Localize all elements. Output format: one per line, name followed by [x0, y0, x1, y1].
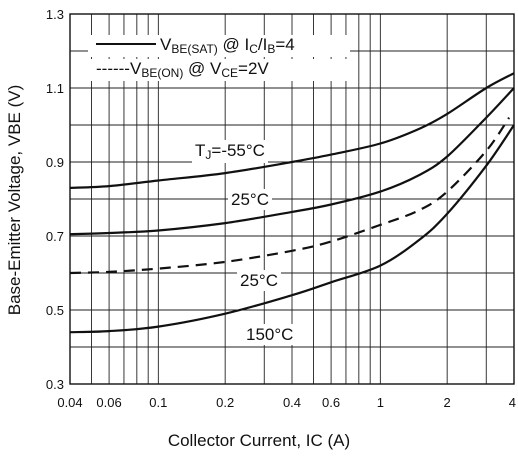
legend-label-2: ------VBE(ON) @ VCE=2V: [96, 59, 269, 80]
legend: VBE(SAT) @ IC/IB=4 ------VBE(ON) @ VCE=2V: [88, 35, 350, 81]
annotations: TJ=-55°C 25°C 25°C 150°C: [192, 140, 297, 345]
plot-border: [69, 13, 515, 385]
x-tick-label: 0.6: [322, 395, 340, 410]
x-tick-label: 0.1: [149, 395, 167, 410]
x-tick-label: 0.04: [57, 395, 82, 410]
series-group: [69, 72, 515, 334]
legend-bg: [88, 59, 350, 81]
x-axis-title: Collector Current, IC (A): [168, 431, 350, 450]
y-tick-label: 0.7: [46, 229, 64, 244]
y-tick-label: 1.1: [46, 81, 64, 96]
x-tick-label: 0.06: [96, 395, 121, 410]
y-tick-label: 0.3: [46, 377, 64, 392]
y-tick-label: 0.5: [46, 303, 64, 318]
y-tick-label: 1.3: [46, 7, 64, 22]
x-tick-label: 2: [444, 395, 451, 410]
curve-label-2: 25°C: [231, 190, 269, 209]
curve-label-bg: [192, 140, 268, 163]
y-axis-title: Base-Emitter Voltage, VBE (V): [5, 85, 24, 316]
x-tick-label: 4: [509, 395, 516, 410]
x-tick-label: 1: [377, 395, 384, 410]
legend-bg: [88, 35, 350, 57]
series-line-4: [69, 124, 515, 334]
series-line-3: [69, 116, 511, 275]
curve-label-1: TJ=-55°C: [195, 141, 265, 162]
curve-label-bg: [243, 324, 297, 345]
tick-labels: 0.3 0.5 0.7 0.9 1.1 1.3 0.04 0.06 0.1 0.2 0.4 0.6 1 2…: [46, 7, 516, 410]
series-line-2: [69, 87, 515, 236]
curve-label-3: 25°C: [240, 271, 278, 290]
series-line-1: [69, 72, 515, 189]
plot-frame: [69, 13, 515, 385]
x-tick-label: 0.4: [283, 395, 301, 410]
curve-label-bg: [228, 189, 272, 210]
curve-label-bg: [237, 270, 281, 291]
curve-label-4: 150°C: [246, 325, 293, 344]
x-tick-label: 0.2: [216, 395, 234, 410]
y-tick-label: 0.9: [46, 155, 64, 170]
legend-label-1: VBE(SAT) @ IC/IB=4: [160, 35, 295, 56]
